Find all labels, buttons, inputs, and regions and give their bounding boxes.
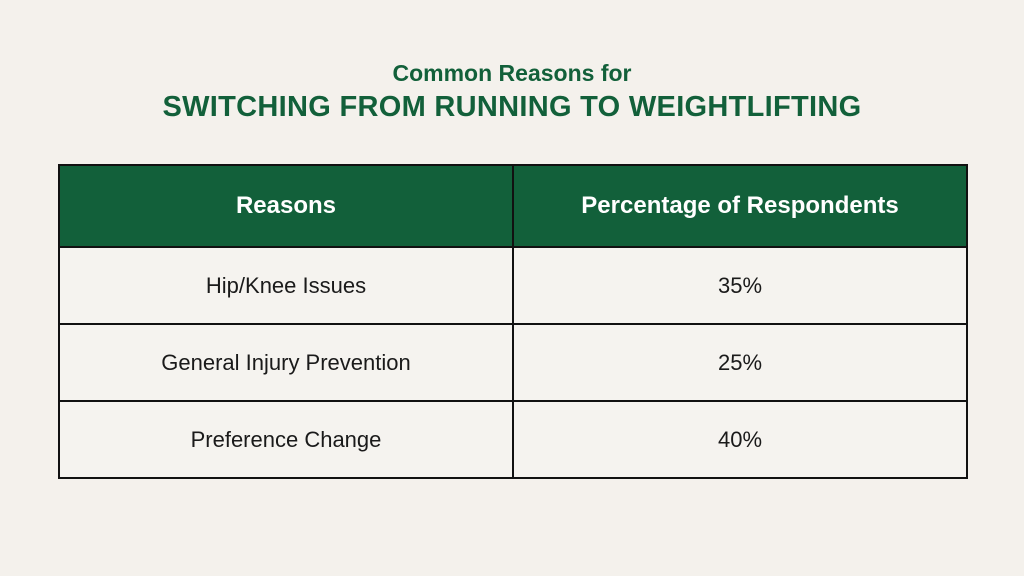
percentage-cell: 25% [512,323,968,402]
page-subtitle: Common Reasons for [392,60,632,86]
table-body: Hip/Knee Issues 35% General Injury Preve… [58,246,968,479]
table-header: Reasons Percentage of Respondents [58,164,968,248]
reasons-table: Reasons Percentage of Respondents Hip/Kn… [58,164,968,479]
page-header: Common Reasons for SWITCHING FROM RUNNIN… [0,58,1024,124]
table-row: Preference Change 40% [58,400,968,479]
reason-cell: Preference Change [58,400,514,479]
page-title: SWITCHING FROM RUNNING TO WEIGHTLIFTING [162,91,862,123]
reason-cell: General Injury Prevention [58,323,514,402]
percentage-cell: 40% [512,400,968,479]
reason-cell: Hip/Knee Issues [58,246,514,325]
column-header-reasons: Reasons [58,164,514,248]
table-row: Hip/Knee Issues 35% [58,246,968,325]
table-row: General Injury Prevention 25% [58,323,968,402]
table-header-row: Reasons Percentage of Respondents [58,164,968,248]
percentage-cell: 35% [512,246,968,325]
column-header-percentage: Percentage of Respondents [512,164,968,248]
